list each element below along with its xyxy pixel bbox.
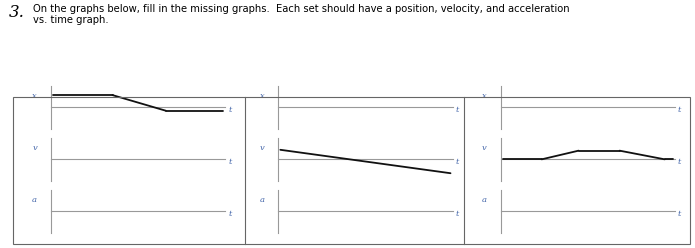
Text: t: t xyxy=(229,158,231,166)
Text: t: t xyxy=(678,210,681,218)
Text: a: a xyxy=(482,196,486,204)
Text: t: t xyxy=(229,210,231,218)
Text: 3.: 3. xyxy=(8,4,24,21)
Text: t: t xyxy=(678,106,681,114)
Text: a: a xyxy=(259,196,264,204)
Text: t: t xyxy=(678,158,681,166)
Text: t: t xyxy=(456,210,459,218)
Text: On the graphs below, fill in the missing graphs.  Each set should have a positio: On the graphs below, fill in the missing… xyxy=(33,4,570,25)
Text: t: t xyxy=(456,106,459,114)
Text: t: t xyxy=(229,106,231,114)
Text: t: t xyxy=(456,158,459,166)
Text: v: v xyxy=(482,144,486,152)
Text: x: x xyxy=(482,92,486,100)
Text: a: a xyxy=(32,196,37,204)
Text: x: x xyxy=(32,92,37,100)
Text: v: v xyxy=(32,144,37,152)
Text: v: v xyxy=(259,144,264,152)
Text: x: x xyxy=(259,92,264,100)
